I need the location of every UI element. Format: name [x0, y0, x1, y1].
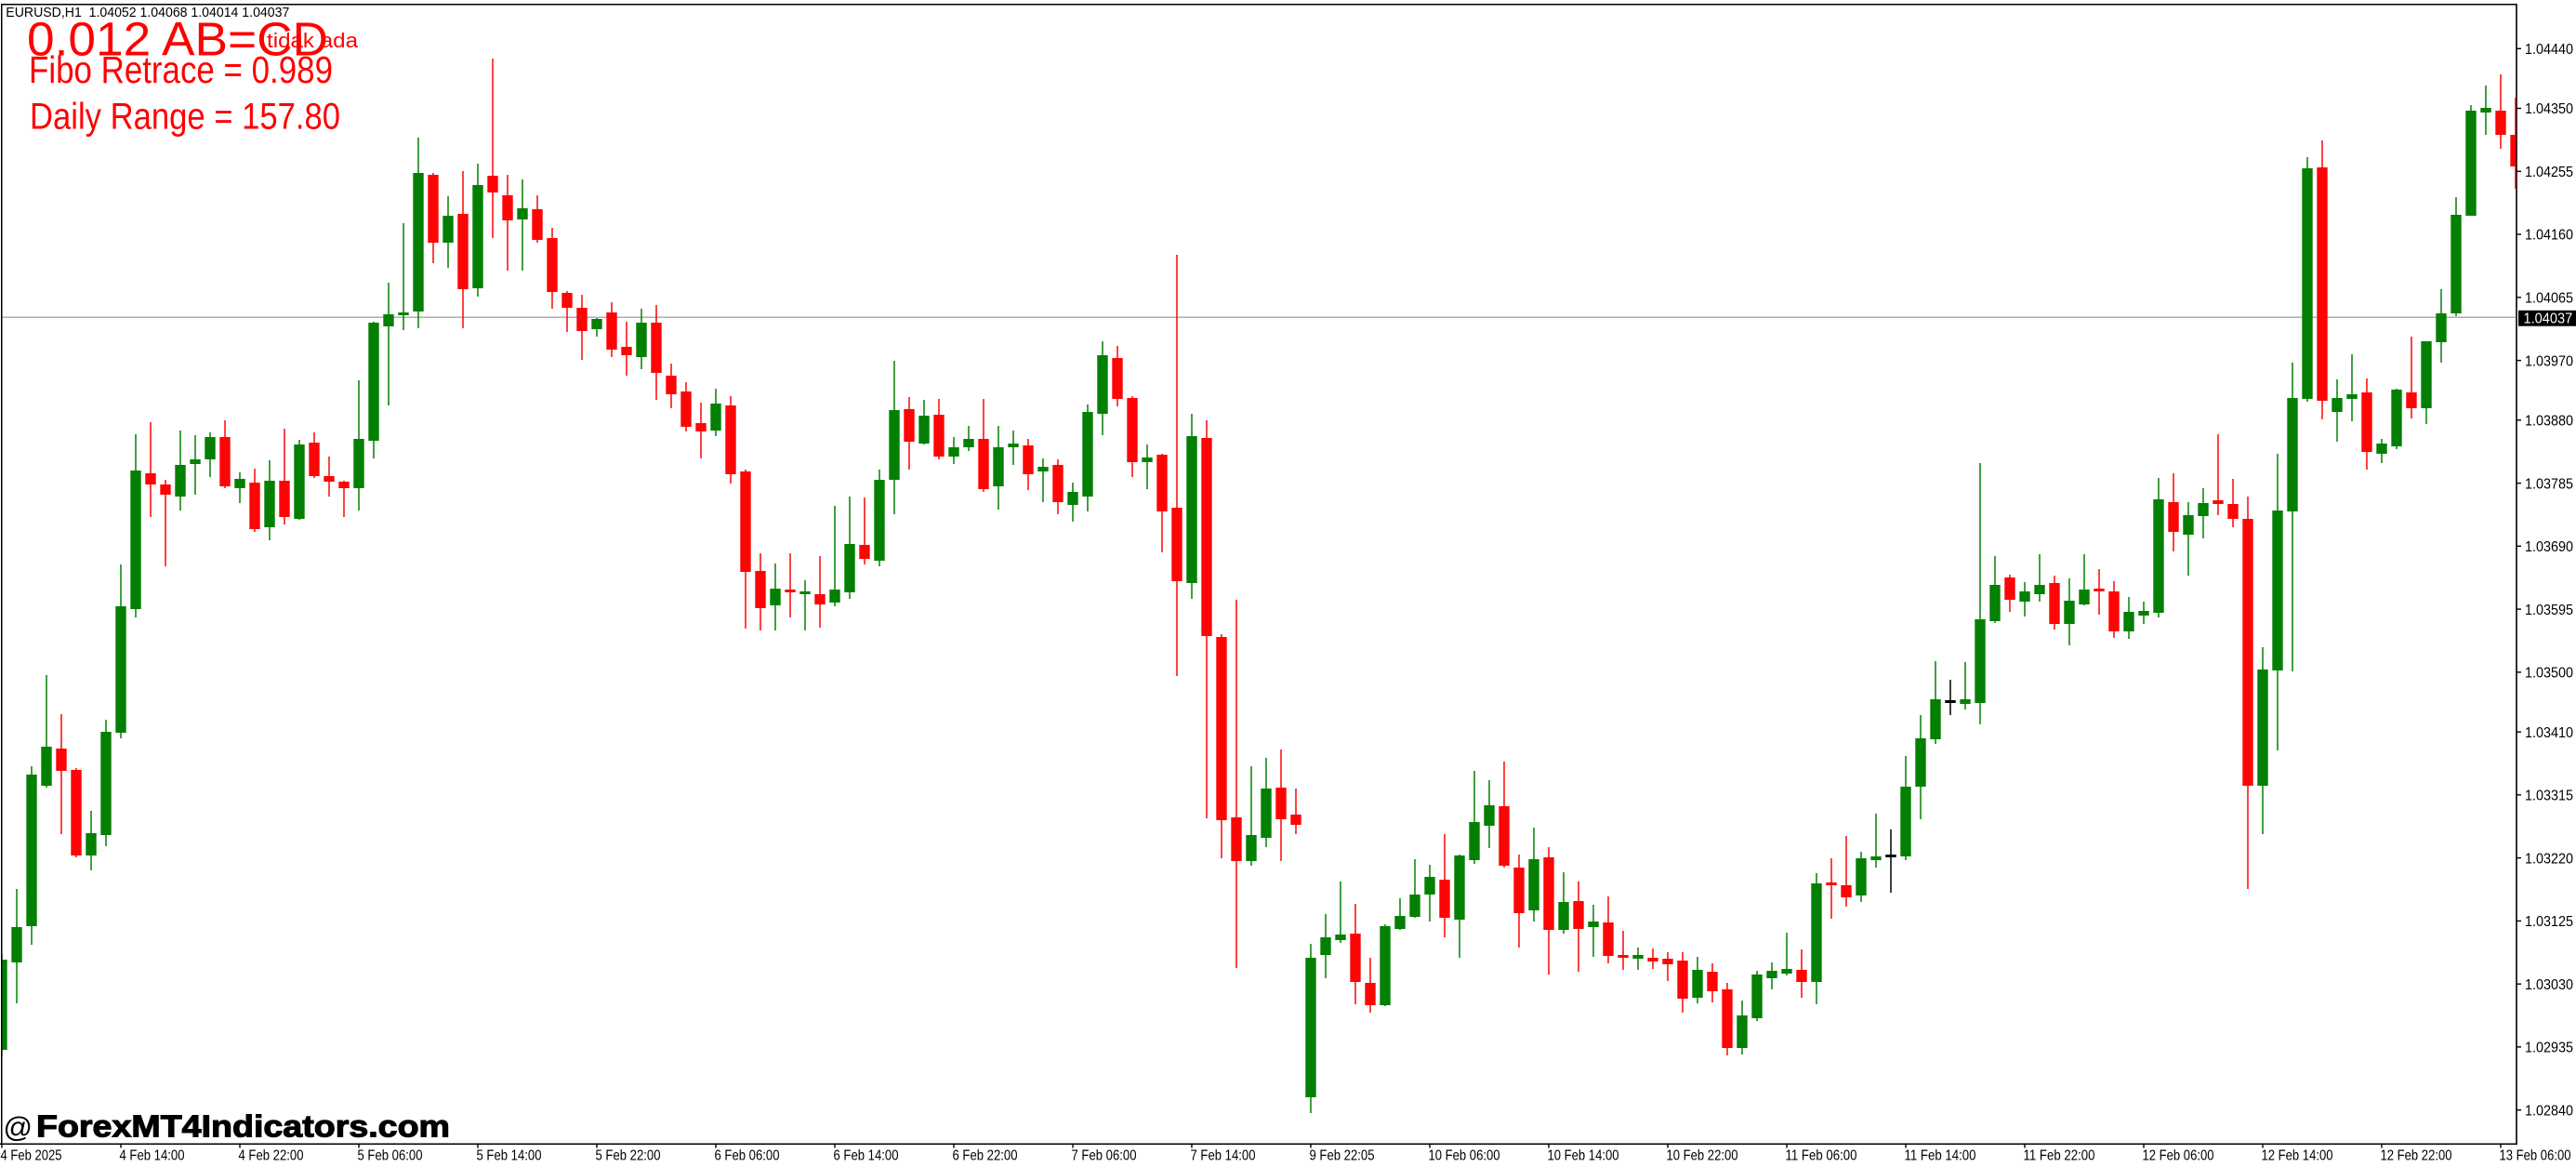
svg-text:10 Feb 06:00: 10 Feb 06:00: [1429, 1148, 1500, 1164]
svg-text:7 Feb 06:00: 7 Feb 06:00: [1072, 1148, 1137, 1164]
svg-text:7 Feb 14:00: 7 Feb 14:00: [1191, 1148, 1256, 1164]
svg-text:13 Feb 06:00: 13 Feb 06:00: [2500, 1148, 2571, 1164]
svg-text:9 Feb 22:05: 9 Feb 22:05: [1310, 1148, 1375, 1164]
svg-text:1.04440: 1.04440: [2525, 42, 2573, 58]
svg-text:1.03220: 1.03220: [2525, 851, 2573, 867]
svg-text:1.02840: 1.02840: [2525, 1103, 2573, 1119]
svg-text:4 Feb 22:00: 4 Feb 22:00: [239, 1148, 304, 1164]
svg-text:1.04160: 1.04160: [2525, 228, 2573, 244]
svg-text:1.03595: 1.03595: [2525, 603, 2573, 618]
svg-text:4 Feb 2025: 4 Feb 2025: [1, 1148, 62, 1164]
svg-text:5 Feb 06:00: 5 Feb 06:00: [358, 1148, 423, 1164]
svg-text:1.03125: 1.03125: [2525, 914, 2573, 930]
svg-text:Daily Range = 157.80: Daily Range = 157.80: [30, 96, 340, 137]
svg-text:1.03500: 1.03500: [2525, 666, 2573, 682]
svg-text:11 Feb 06:00: 11 Feb 06:00: [1786, 1148, 1857, 1164]
svg-text:10 Feb 14:00: 10 Feb 14:00: [1548, 1148, 1619, 1164]
svg-text:@: @: [4, 1111, 33, 1144]
svg-text:1.03785: 1.03785: [2525, 476, 2573, 492]
svg-text:1.03880: 1.03880: [2525, 414, 2573, 430]
svg-text:EURUSD,H1 1.04052 1.04068 1.0: EURUSD,H1 1.04052 1.04068 1.04014 1.0403…: [6, 6, 289, 20]
svg-text:1.03030: 1.03030: [2525, 977, 2573, 993]
svg-text:Fibo Retrace = 0.989: Fibo Retrace = 0.989: [29, 48, 333, 91]
svg-text:12 Feb 14:00: 12 Feb 14:00: [2262, 1148, 2333, 1164]
svg-text:1.03315: 1.03315: [2525, 789, 2573, 804]
svg-text:1.04255: 1.04255: [2525, 165, 2573, 180]
svg-text:5 Feb 22:00: 5 Feb 22:00: [596, 1148, 661, 1164]
svg-text:6 Feb 14:00: 6 Feb 14:00: [834, 1148, 899, 1164]
svg-text:1.03690: 1.03690: [2525, 539, 2573, 555]
svg-text:6 Feb 06:00: 6 Feb 06:00: [715, 1148, 780, 1164]
svg-text:11 Feb 22:00: 11 Feb 22:00: [2024, 1148, 2095, 1164]
svg-text:1.02935: 1.02935: [2525, 1041, 2573, 1056]
svg-text:1.04350: 1.04350: [2525, 101, 2573, 117]
svg-text:1.03970: 1.03970: [2525, 353, 2573, 369]
svg-text:12 Feb 22:00: 12 Feb 22:00: [2381, 1148, 2452, 1164]
svg-text:11 Feb 14:00: 11 Feb 14:00: [1905, 1148, 1976, 1164]
svg-text:5 Feb 14:00: 5 Feb 14:00: [477, 1148, 542, 1164]
svg-text:tidak ada: tidak ada: [267, 29, 359, 52]
svg-text:12 Feb 06:00: 12 Feb 06:00: [2143, 1148, 2214, 1164]
svg-text:1.04065: 1.04065: [2525, 291, 2573, 307]
svg-text:6 Feb 22:00: 6 Feb 22:00: [953, 1148, 1018, 1164]
svg-text:ForexMT4Indicators.com: ForexMT4Indicators.com: [36, 1109, 450, 1144]
svg-text:4 Feb 14:00: 4 Feb 14:00: [120, 1148, 185, 1164]
svg-text:10 Feb 22:00: 10 Feb 22:00: [1667, 1148, 1738, 1164]
svg-text:0.012 AB=CD: 0.012 AB=CD: [27, 13, 328, 66]
svg-text:1.03410: 1.03410: [2525, 725, 2573, 741]
svg-text:1.04037: 1.04037: [2524, 311, 2573, 326]
